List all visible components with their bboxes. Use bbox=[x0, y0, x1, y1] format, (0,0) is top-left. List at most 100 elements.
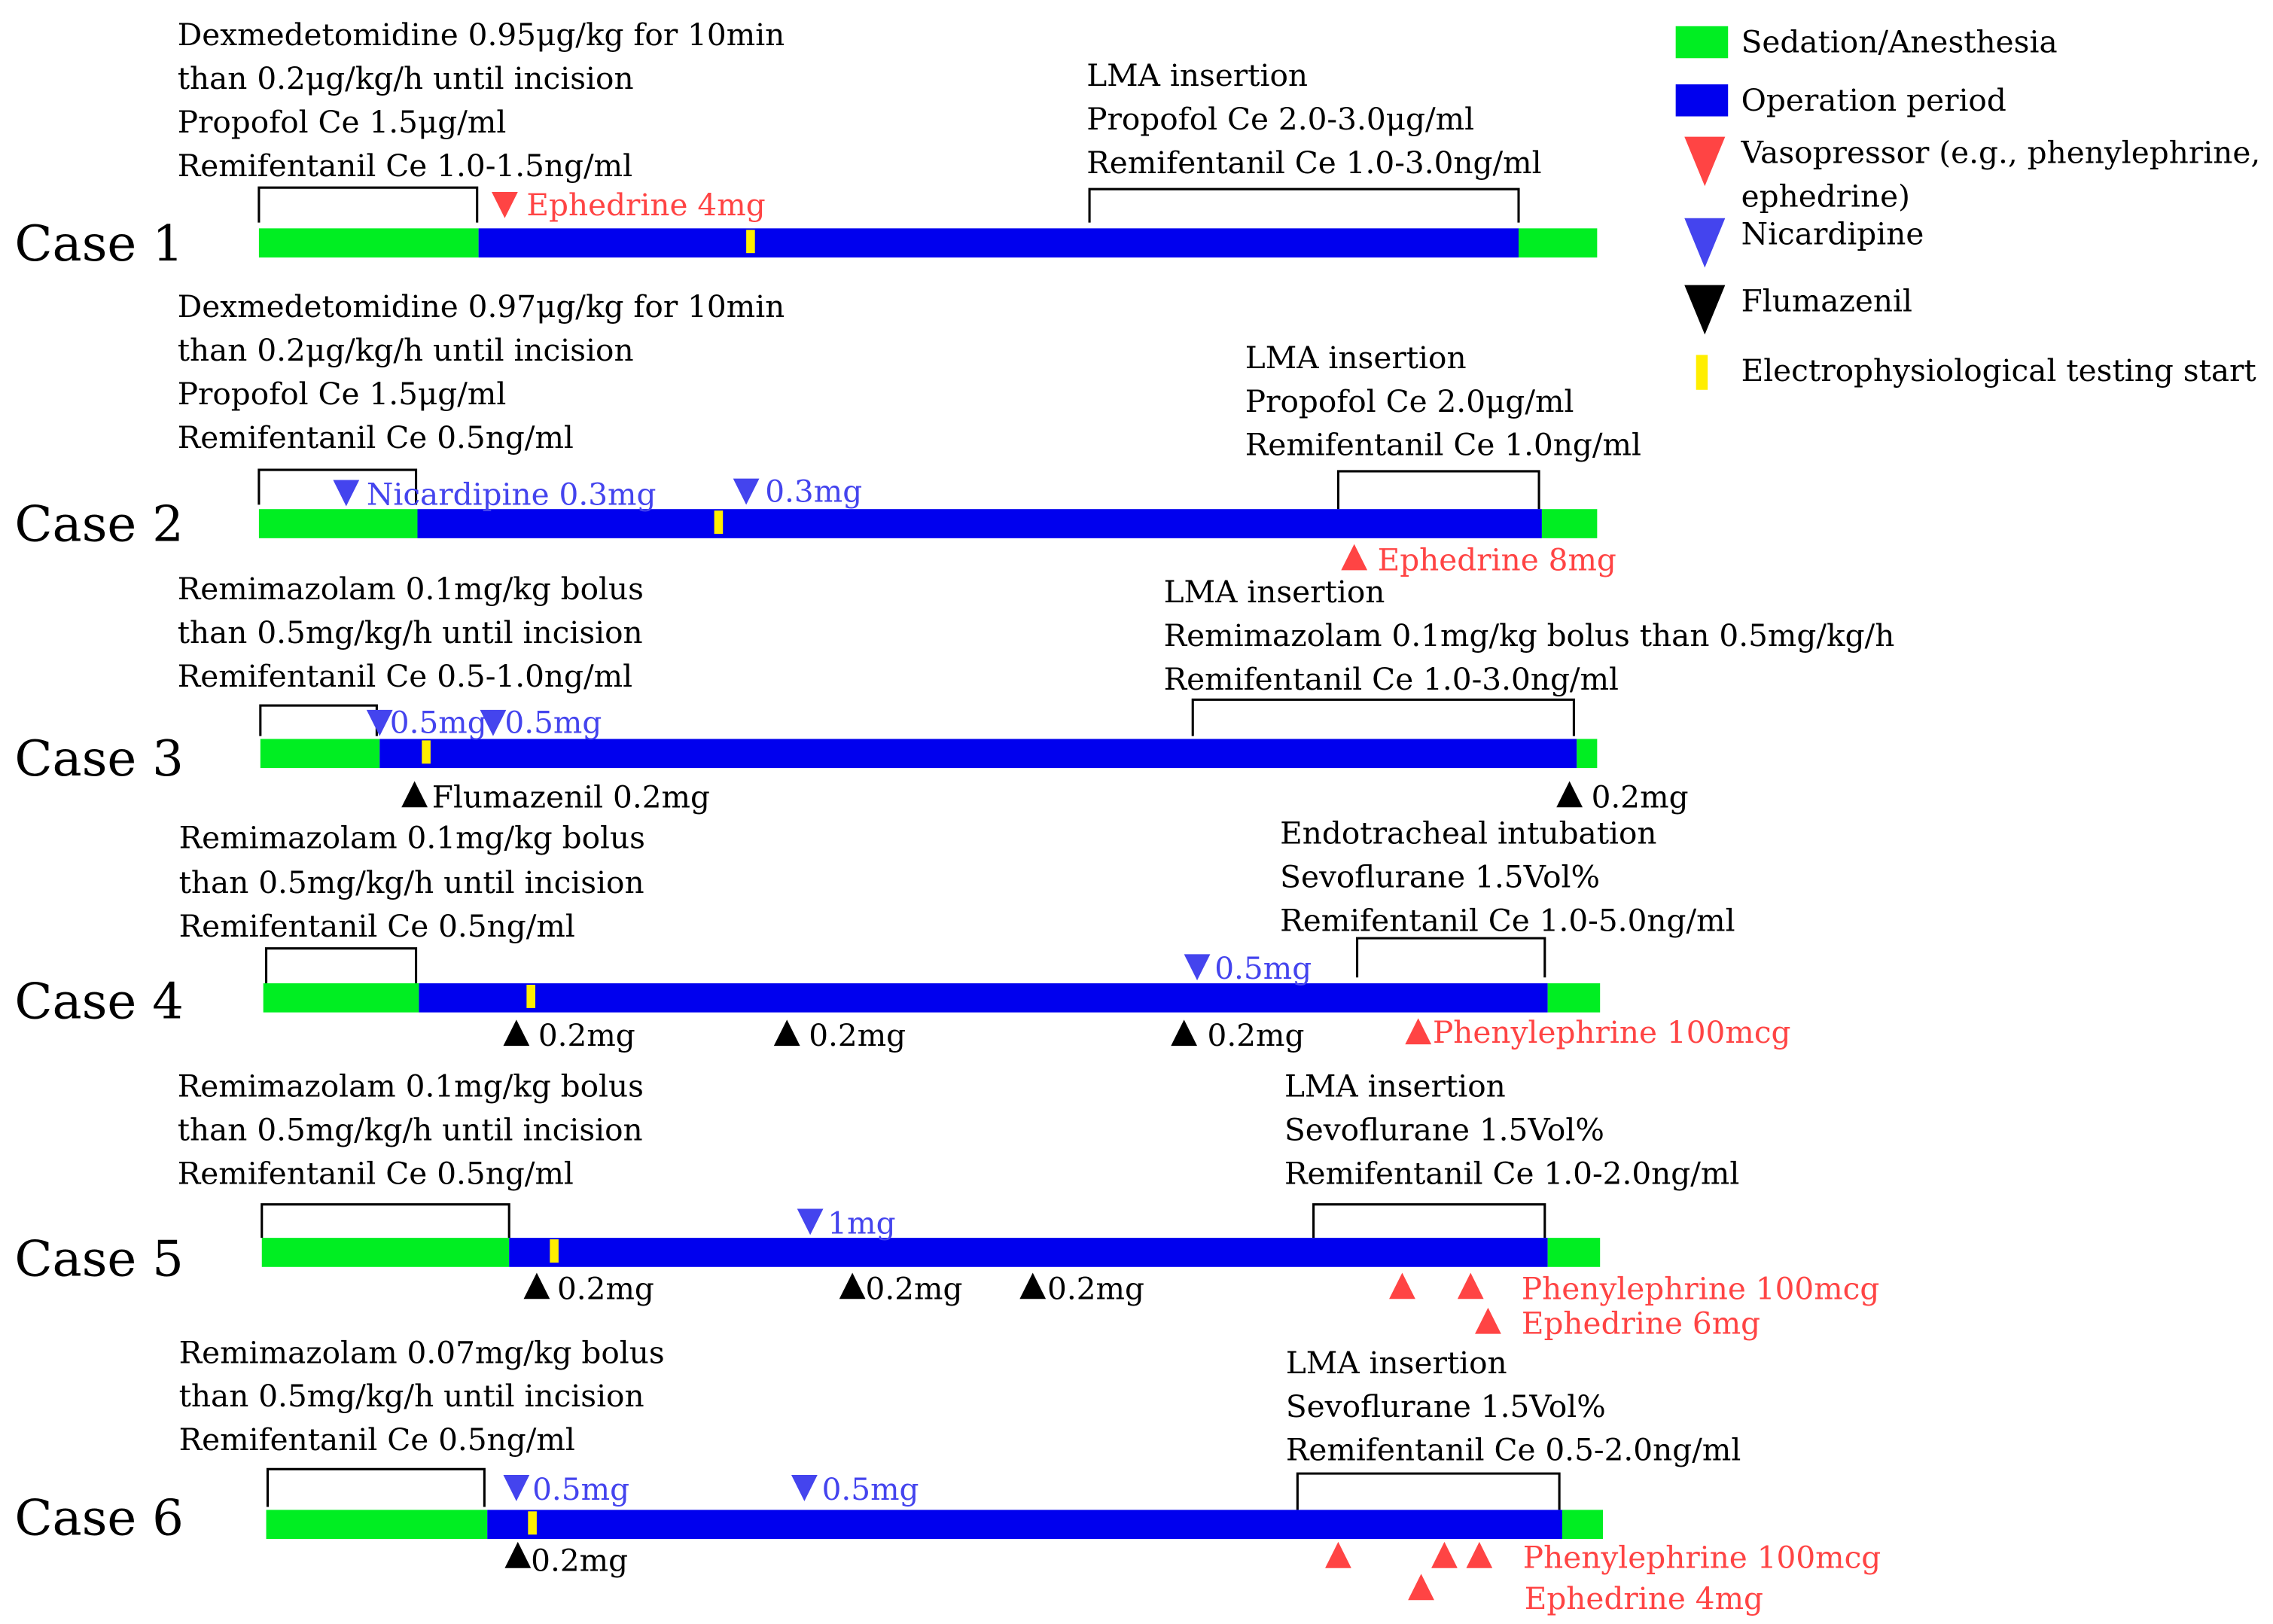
pre-op-text: Remifentanil Ce 0.5ng/ml bbox=[179, 1421, 575, 1458]
legend-label: Flumazenil bbox=[1741, 282, 1912, 318]
post-op-text: Remifentanil Ce 1.0-3.0ng/ml bbox=[1164, 661, 1619, 697]
case-label: Case 1 bbox=[14, 215, 184, 273]
dose-label: Ephedrine 4mg bbox=[1525, 1580, 1763, 1616]
legend: Sedation/Anesthesia Operation period Vasop… bbox=[1675, 24, 2260, 390]
legend-item-sedation: Sedation/Anesthesia bbox=[1675, 24, 2058, 60]
legend-item-vasopressor: Vasopressor (e.g., phenylephrine, ephedri… bbox=[1684, 134, 2260, 214]
sedation-bar bbox=[261, 1238, 510, 1267]
nicardipine-marker: 0.5mg bbox=[503, 1471, 629, 1507]
legend-label-2: ephedrine) bbox=[1741, 178, 1910, 214]
dose-label: Phenylephrine 100mcg bbox=[1522, 1270, 1879, 1306]
flumazenil-marker: 0.2mg bbox=[839, 1270, 962, 1306]
legend-label: Operation period bbox=[1741, 82, 2006, 118]
post-op-text: Propofol Ce 2.0μg/ml bbox=[1245, 383, 1574, 419]
dose-label: 0.2mg bbox=[1592, 778, 1689, 815]
nicardipine-marker: 1mg bbox=[797, 1205, 896, 1241]
flumazenil-marker: 0.2mg bbox=[1171, 1017, 1304, 1053]
post-op-text: Endotracheal intubation bbox=[1280, 815, 1656, 852]
black-triangle-down-icon bbox=[1684, 285, 1726, 335]
triangle-up-icon bbox=[773, 1019, 800, 1047]
triangle-up-icon bbox=[1457, 1272, 1484, 1300]
dose-label: 0.2mg bbox=[557, 1270, 654, 1306]
dose-label: 0.5mg bbox=[822, 1471, 919, 1507]
case-4: Case 4 Remimazolam 0.1mg/kg bolus than 0.5… bbox=[14, 815, 1790, 1054]
flumazenil-marker: 0.2mg bbox=[504, 1541, 628, 1579]
triangle-down-icon bbox=[503, 1475, 530, 1501]
ep-testing-start-marker bbox=[714, 510, 724, 535]
dose-label: 0.2mg bbox=[531, 1543, 628, 1579]
triangle-up-icon bbox=[1171, 1019, 1198, 1047]
triangle-down-icon bbox=[333, 480, 360, 507]
post-op-text: Remifentanil Ce 1.0-5.0ng/ml bbox=[1280, 902, 1735, 938]
case-6: Case 6 Remimazolam 0.07mg/kg bolus than 0.… bbox=[14, 1334, 1881, 1616]
vasopressor-marker: Ephedrine 6mg bbox=[1475, 1306, 1760, 1342]
sedation-bar bbox=[266, 1510, 488, 1540]
flumazenil-marker: 0.2mg bbox=[523, 1270, 654, 1306]
nicardipine-marker: 0.5mg bbox=[366, 705, 487, 741]
pre-op-bracket bbox=[266, 1467, 486, 1507]
triangle-up-icon bbox=[1466, 1541, 1493, 1568]
vasopressor-marker: Ephedrine 4mg bbox=[1408, 1574, 1763, 1616]
vasopressor-marker: Phenylephrine 100mcg bbox=[1457, 1270, 1879, 1306]
triangle-up-icon bbox=[1341, 544, 1368, 571]
legend-item-flumazenil: Flumazenil bbox=[1684, 282, 1912, 335]
pre-op-text: Remimazolam 0.07mg/kg bolus bbox=[179, 1334, 665, 1370]
operation-bar bbox=[417, 509, 1542, 538]
triangle-down-icon bbox=[797, 1208, 824, 1236]
pre-op-text: Remimazolam 0.1mg/kg bolus bbox=[179, 819, 645, 855]
dose-label: Phenylephrine 100mcg bbox=[1433, 1014, 1790, 1050]
post-op-text: LMA insertion bbox=[1284, 1068, 1506, 1105]
pre-op-text: Remifentanil Ce 0.5ng/ml bbox=[178, 419, 574, 456]
triangle-up-icon bbox=[1325, 1541, 1351, 1568]
operation-bar bbox=[379, 739, 1577, 769]
triangle-up-icon bbox=[1475, 1307, 1501, 1334]
ep-testing-start-marker bbox=[422, 740, 431, 764]
post-op-text: Sevoflurane 1.5Vol% bbox=[1280, 859, 1600, 895]
triangle-up-icon bbox=[839, 1272, 866, 1300]
pre-op-text: Remifentanil Ce 0.5ng/ml bbox=[178, 1156, 574, 1192]
pre-op-bracket bbox=[259, 704, 378, 736]
triangle-up-icon bbox=[401, 781, 428, 808]
triangle-down-icon bbox=[733, 478, 760, 505]
legend-label: Electrophysiological testing start bbox=[1741, 352, 2256, 388]
pre-op-bracket bbox=[261, 1203, 510, 1239]
sedation-bar bbox=[258, 228, 479, 257]
pre-op-text: than 0.5mg/kg/h until incision bbox=[179, 864, 644, 900]
post-op-text: Remifentanil Ce 1.0ng/ml bbox=[1245, 427, 1641, 463]
post-op-bracket bbox=[1088, 187, 1520, 223]
pre-op-bracket bbox=[265, 947, 418, 984]
flumazenil-marker: 0.2mg bbox=[1556, 778, 1689, 815]
triangle-down-icon bbox=[1184, 954, 1211, 981]
recovery-sedation-bar bbox=[1547, 1238, 1601, 1267]
dose-label: 0.2mg bbox=[809, 1017, 906, 1053]
post-op-bracket bbox=[1336, 470, 1540, 510]
post-op-bracket bbox=[1296, 1472, 1561, 1510]
blue-triangle-down-icon bbox=[1684, 218, 1726, 268]
post-op-text: Remifentanil Ce 1.0-3.0ng/ml bbox=[1086, 145, 1541, 181]
post-op-text: LMA insertion bbox=[1164, 574, 1385, 610]
green-rect-icon bbox=[1675, 26, 1729, 59]
triangle-up-icon bbox=[1556, 781, 1583, 808]
dose-label: 0.5mg bbox=[1214, 950, 1312, 986]
pre-op-text: Remifentanil Ce 0.5ng/ml bbox=[179, 908, 575, 944]
legend-label: Nicardipine bbox=[1741, 216, 1924, 252]
dose-label: Nicardipine 0.3mg bbox=[367, 476, 657, 512]
nicardipine-marker: 0.5mg bbox=[791, 1471, 919, 1507]
triangle-down-icon bbox=[492, 192, 518, 218]
dose-label: 0.5mg bbox=[504, 705, 602, 741]
dose-label: 0.5mg bbox=[532, 1471, 629, 1507]
case-label: Case 3 bbox=[14, 730, 184, 788]
pre-op-bracket bbox=[257, 186, 479, 223]
triangle-up-icon bbox=[504, 1541, 532, 1568]
vasopressor-marker: Ephedrine 8mg bbox=[1341, 541, 1616, 577]
triangle-down-icon bbox=[480, 709, 507, 736]
post-op-text: Remifentanil Ce 1.0-2.0ng/ml bbox=[1284, 1156, 1739, 1192]
dose-label: Ephedrine 6mg bbox=[1522, 1306, 1760, 1342]
legend-label: Sedation/Anesthesia bbox=[1741, 24, 2058, 60]
dose-label: 0.2mg bbox=[1047, 1270, 1144, 1306]
dose-label: 0.3mg bbox=[765, 474, 862, 510]
triangle-up-icon bbox=[523, 1272, 550, 1300]
post-op-text: Propofol Ce 2.0-3.0μg/ml bbox=[1086, 101, 1474, 137]
post-op-text: Remifentanil Ce 0.5-2.0ng/ml bbox=[1286, 1432, 1741, 1468]
